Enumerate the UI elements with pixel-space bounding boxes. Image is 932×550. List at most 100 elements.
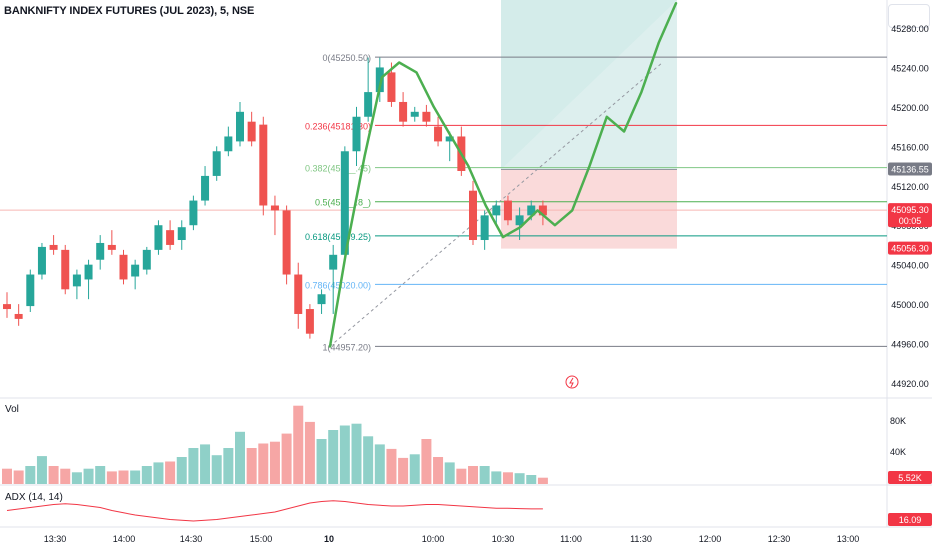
candle-body [247, 121, 256, 142]
price-tick-label: 45120.00 [891, 182, 929, 192]
time-tick-label: 15:00 [250, 534, 273, 544]
adx-last-label: 16.09 [899, 515, 922, 525]
volume-bar [246, 448, 257, 484]
volume-tick-label: 40K [890, 447, 906, 457]
volume-bar [106, 471, 117, 484]
chart-title: BANKNIFTY INDEX FUTURES (JUL 2023), 5, N… [4, 5, 255, 17]
candle-body [224, 136, 233, 152]
candle-body [72, 274, 81, 287]
candle-body [96, 242, 105, 260]
candle-body [352, 116, 361, 152]
candle-body [14, 313, 23, 319]
fib-level-label: 1(44957.20) [322, 342, 371, 352]
volume-bar [479, 466, 490, 484]
volume-bar [433, 457, 444, 484]
volume-bar [200, 444, 211, 484]
time-tick-label: 13:30 [44, 534, 67, 544]
candle-body [49, 244, 58, 250]
lightning-icon [565, 375, 579, 389]
candle-body [61, 249, 70, 290]
volume-bar [421, 439, 432, 484]
volume-bar [71, 472, 82, 484]
price-tick-label: 45040.00 [891, 261, 929, 271]
time-tick-label: 11:00 [560, 534, 582, 544]
candle-body [399, 101, 408, 122]
candle-body [142, 249, 151, 270]
volume-bar [514, 473, 525, 484]
candle-body [305, 309, 314, 334]
candle-body [294, 274, 303, 314]
volume-bar [398, 457, 409, 484]
candle-body [119, 254, 128, 280]
candle-body [3, 304, 11, 310]
fib-level-label: 0(45250.50) [322, 53, 371, 63]
fib-level-label: 0.382(451__.45) [305, 164, 371, 174]
candle-body [166, 230, 175, 245]
price-tick-label: 44920.00 [891, 379, 929, 389]
candle-body [329, 254, 338, 270]
axis-price-label-bg [888, 241, 932, 255]
candle-body [340, 151, 349, 255]
candle-body [445, 136, 454, 142]
candle-body [26, 274, 35, 307]
candle-body [189, 200, 198, 226]
position-target-shade [501, 0, 677, 170]
volume-last-label-bg [888, 471, 932, 484]
candle-body [317, 294, 326, 305]
adx-last-label-bg [888, 513, 932, 526]
candle-body [527, 205, 536, 216]
candle-body [364, 92, 373, 117]
candle-body [410, 111, 419, 117]
candle-body [538, 205, 547, 216]
volume-bar [444, 462, 455, 484]
volume-bar [351, 423, 362, 484]
price-tick-label: 45000.00 [891, 300, 929, 310]
volume-bar [281, 433, 292, 484]
volume-bar [235, 431, 245, 484]
volume-bar [176, 457, 187, 484]
axis-price-label: 45136.55 [891, 164, 929, 174]
volume-bar [502, 472, 513, 484]
time-tick-label: 12:00 [699, 534, 722, 544]
candle-body [37, 246, 46, 275]
volume-bar [25, 466, 36, 484]
time-tick-label: 11:30 [630, 534, 652, 544]
volume-bar [269, 441, 280, 484]
fib-level-label: 0.236(45181.30) [305, 121, 371, 131]
volume-bar [211, 455, 222, 484]
chart-toolbar-box[interactable] [888, 4, 930, 28]
volume-bar [223, 448, 234, 484]
time-tick-label: 10 [324, 534, 334, 544]
volume-bar [2, 468, 12, 484]
candle-body [107, 244, 116, 250]
candle-body [422, 111, 431, 122]
volume-bar [328, 430, 339, 484]
volume-bar [36, 456, 47, 484]
volume-bar [83, 468, 94, 484]
volume-bar [374, 444, 385, 484]
volume-bar [95, 466, 106, 484]
time-tick-label: 10:00 [422, 534, 445, 544]
candle-body [434, 126, 443, 142]
fib-level-label: 0.786(45020.00) [305, 280, 371, 290]
volume-bar [526, 475, 537, 484]
price-tick-label: 45240.00 [891, 63, 929, 73]
volume-bar [60, 468, 71, 484]
time-tick-label: 10:30 [492, 534, 515, 544]
price-tick-label: 45200.00 [891, 103, 929, 113]
candle-body [201, 175, 210, 201]
candle-body [270, 205, 279, 211]
candle-body [503, 200, 512, 221]
time-tick-label: 14:00 [113, 534, 136, 544]
volume-bar [118, 470, 129, 484]
adx-pane-label: ADX (14, 14) [5, 492, 63, 503]
volume-bar [363, 436, 374, 484]
volume-bar [188, 448, 199, 484]
volume-bar [456, 468, 467, 484]
time-tick-label: 12:30 [768, 534, 791, 544]
volume-bar [258, 443, 269, 484]
price-tick-label: 45160.00 [891, 142, 929, 152]
adx-line [6, 500, 543, 522]
